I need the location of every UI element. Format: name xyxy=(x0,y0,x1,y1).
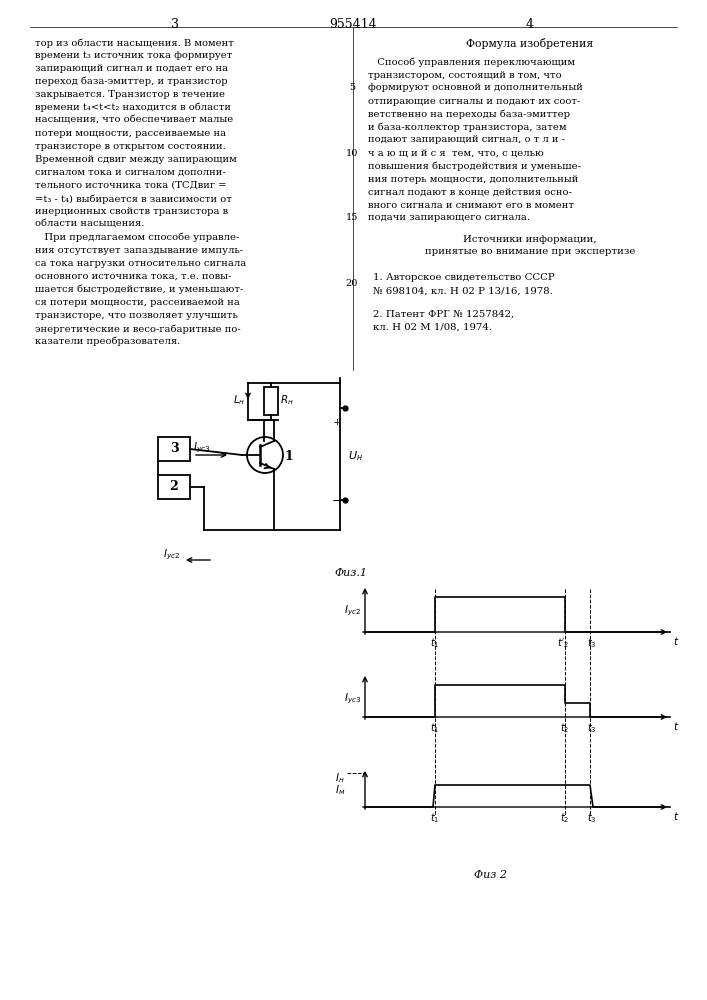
Text: ся потери мощности, рассеиваемой на: ся потери мощности, рассеиваемой на xyxy=(35,298,240,307)
Text: $I_{н}$: $I_{н}$ xyxy=(335,771,345,785)
Text: переход база-эмиттер, и транзистор: переход база-эмиттер, и транзистор xyxy=(35,77,228,87)
Text: $t_1$: $t_1$ xyxy=(431,636,440,650)
Text: вного сигнала и снимают его в момент: вного сигнала и снимают его в момент xyxy=(368,200,574,210)
Text: основного источника тока, т.е. повы-: основного источника тока, т.е. повы- xyxy=(35,272,231,281)
Text: 5: 5 xyxy=(349,84,355,93)
Text: насыщения, что обеспечивает малые: насыщения, что обеспечивает малые xyxy=(35,116,233,125)
Bar xyxy=(158,437,190,461)
Text: инерционных свойств транзистора в: инерционных свойств транзистора в xyxy=(35,207,228,216)
Text: 20: 20 xyxy=(346,278,358,288)
Text: −: − xyxy=(332,495,342,508)
Text: времени t₄<t<t₂ находится в области: времени t₄<t<t₂ находится в области xyxy=(35,103,231,112)
Text: 955414: 955414 xyxy=(329,18,377,31)
Text: 1. Авторское свидетельство СССР: 1. Авторское свидетельство СССР xyxy=(373,273,554,282)
Text: $t_3$: $t_3$ xyxy=(588,811,597,825)
Text: Φиз.1: Φиз.1 xyxy=(335,568,368,578)
Text: $I_{уc2}$: $I_{уc2}$ xyxy=(163,548,180,562)
Text: ния отсутствует запаздывание импуль-: ния отсутствует запаздывание импуль- xyxy=(35,246,243,255)
Text: $I_{м}$: $I_{м}$ xyxy=(334,783,345,797)
Text: $t$: $t$ xyxy=(673,810,679,822)
Bar xyxy=(158,475,190,499)
Text: сигнал подают в конце действия осно-: сигнал подают в конце действия осно- xyxy=(368,188,572,196)
Bar xyxy=(264,387,278,415)
Text: 1: 1 xyxy=(285,450,293,463)
Text: 4: 4 xyxy=(526,18,534,31)
Text: Источники информации,: Источники информации, xyxy=(463,234,597,243)
Text: Способ управления переключающим: Способ управления переключающим xyxy=(368,57,575,67)
Text: и база-коллектор транзистора, затем: и база-коллектор транзистора, затем xyxy=(368,122,566,132)
Text: 10: 10 xyxy=(346,148,358,157)
Text: отпирающие сигналы и подают их соот-: отпирающие сигналы и подают их соот- xyxy=(368,97,580,105)
Text: $t'_2$: $t'_2$ xyxy=(557,636,569,650)
Text: повышения быстродействия и уменьше-: повышения быстродействия и уменьше- xyxy=(368,161,581,171)
Text: транзисторе, что позволяет улучшить: транзисторе, что позволяет улучшить xyxy=(35,311,238,320)
Text: принятые во внимание при экспертизе: принятые во внимание при экспертизе xyxy=(425,247,635,256)
Text: $t_1$: $t_1$ xyxy=(431,721,440,735)
Text: казатели преобразователя.: казатели преобразователя. xyxy=(35,337,180,347)
Text: При предлагаемом способе управле-: При предлагаемом способе управле- xyxy=(35,233,240,242)
Text: времени t₃ источник тока формирует: времени t₃ источник тока формирует xyxy=(35,51,233,60)
Text: сигналом тока и сигналом дополни-: сигналом тока и сигналом дополни- xyxy=(35,168,226,177)
Text: кл. Н 02 М 1/08, 1974.: кл. Н 02 М 1/08, 1974. xyxy=(373,323,492,332)
Text: $I_{уc3}$: $I_{уc3}$ xyxy=(193,441,211,455)
Text: № 698104, кл. Н 02 Р 13/16, 1978.: № 698104, кл. Н 02 Р 13/16, 1978. xyxy=(373,286,553,296)
Text: $t$: $t$ xyxy=(673,635,679,647)
Text: $t_2$: $t_2$ xyxy=(561,721,570,735)
Text: $t_2$: $t_2$ xyxy=(561,811,570,825)
Text: тор из области насыщения. В момент: тор из области насыщения. В момент xyxy=(35,38,234,47)
Text: 3: 3 xyxy=(171,18,179,31)
Text: ветственно на переходы база-эмиттер: ветственно на переходы база-эмиттер xyxy=(368,109,570,119)
Text: подают запирающий сигнал, о т л и -: подают запирающий сигнал, о т л и - xyxy=(368,135,565,144)
Text: $I_{уc2}$: $I_{уc2}$ xyxy=(344,604,361,618)
Text: 15: 15 xyxy=(346,214,358,223)
Text: тельного источника тока (ТСДвиг =: тельного источника тока (ТСДвиг = xyxy=(35,181,226,190)
Text: ния потерь мощности, дополнительный: ния потерь мощности, дополнительный xyxy=(368,174,578,184)
Text: $t_3$: $t_3$ xyxy=(588,636,597,650)
Text: 3: 3 xyxy=(170,442,178,456)
Text: области насыщения.: области насыщения. xyxy=(35,220,144,229)
Text: энергетические и весо-габаритные по-: энергетические и весо-габаритные по- xyxy=(35,324,241,334)
Text: $I_{уc3}$: $I_{уc3}$ xyxy=(344,692,361,706)
Text: $t$: $t$ xyxy=(673,720,679,732)
Text: =t₃ - t₄) выбирается в зависимости от: =t₃ - t₄) выбирается в зависимости от xyxy=(35,194,232,204)
Text: $U_{н}$: $U_{н}$ xyxy=(348,449,363,463)
Text: $R_{н}$: $R_{н}$ xyxy=(280,393,293,407)
Text: потери мощности, рассеиваемые на: потери мощности, рассеиваемые на xyxy=(35,129,226,138)
Text: $L_{н}$: $L_{н}$ xyxy=(233,393,245,407)
Text: 2: 2 xyxy=(170,481,178,493)
Text: запирающий сигнал и подает его на: запирающий сигнал и подает его на xyxy=(35,64,228,73)
Text: са тока нагрузки относительно сигнала: са тока нагрузки относительно сигнала xyxy=(35,259,246,268)
Text: $t_1$: $t_1$ xyxy=(431,811,440,825)
Text: транзистором, состоящий в том, что: транзистором, состоящий в том, что xyxy=(368,70,561,80)
Text: транзисторе в открытом состоянии.: транзисторе в открытом состоянии. xyxy=(35,142,226,151)
Text: подачи запирающего сигнала.: подачи запирающего сигнала. xyxy=(368,214,530,223)
Text: Φиз 2: Φиз 2 xyxy=(474,870,506,880)
Text: +: + xyxy=(332,418,341,427)
Text: $t_3$: $t_3$ xyxy=(588,721,597,735)
Text: шается быстродействие, и уменьшают-: шается быстродействие, и уменьшают- xyxy=(35,285,243,294)
Text: ч а ю щ и й с я  тем, что, с целью: ч а ю щ и й с я тем, что, с целью xyxy=(368,148,544,157)
Text: 2. Патент ФРГ № 1257842,: 2. Патент ФРГ № 1257842, xyxy=(373,310,514,319)
Text: Формула изобретения: Формула изобретения xyxy=(467,38,594,49)
Text: закрывается. Транзистор в течение: закрывается. Транзистор в течение xyxy=(35,90,225,99)
Text: Временной сдвиг между запирающим: Временной сдвиг между запирающим xyxy=(35,155,237,164)
Text: формируют основной и дополнительный: формируют основной и дополнительный xyxy=(368,84,583,93)
